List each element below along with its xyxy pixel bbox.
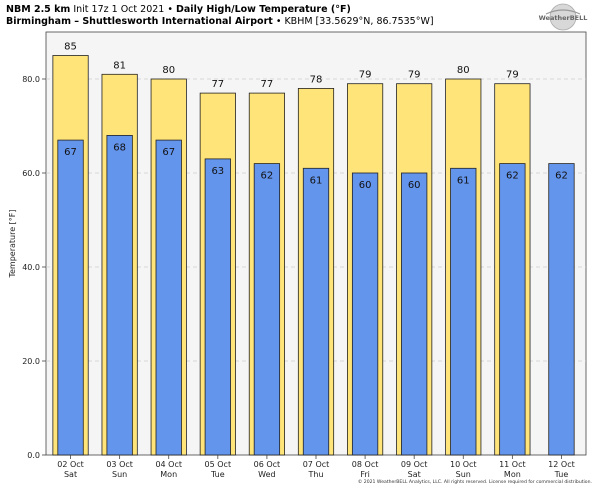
high-temp-label: 81 — [113, 60, 126, 71]
low-temp-label: 68 — [113, 142, 126, 153]
low-temp-label: 67 — [162, 147, 175, 158]
y-axis-ticks: 0.0 20.0 40.0 60.0 80.0 — [22, 75, 46, 460]
low-temp-label: 67 — [64, 147, 77, 158]
high-temp-label: 80 — [457, 65, 470, 76]
x-tick-day: Mon — [160, 470, 177, 479]
logo-text: WeatherBELL — [539, 14, 588, 22]
x-tick-date: 09 Oct — [401, 460, 428, 469]
x-tick-date: 02 Oct — [57, 460, 84, 469]
low-temp-label: 62 — [506, 171, 519, 182]
model-name: NBM 2.5 km — [6, 4, 71, 15]
low-temp-label: 62 — [555, 171, 568, 182]
high-temp-label: 80 — [162, 65, 175, 76]
x-tick-date: 04 Oct — [155, 460, 182, 469]
x-tick-date: 03 Oct — [106, 460, 133, 469]
low-temp-label: 61 — [457, 175, 470, 186]
station-info: • KBHM [33.5629°N, 86.7535°W] — [275, 16, 434, 27]
low-temp-bar — [450, 167, 477, 456]
low-temp-label: 61 — [310, 175, 323, 186]
station-name: Birmingham – Shuttlesworth International… — [6, 16, 273, 27]
low-temp-label: 60 — [359, 180, 372, 191]
high-temp-label: 79 — [506, 70, 519, 81]
high-temp-label: 79 — [408, 70, 421, 81]
copyright-footer: © 2021 WeatherBELL Analytics, LLC. All r… — [357, 480, 592, 485]
x-tick-day: Fri — [360, 470, 370, 479]
low-temp-label: 62 — [261, 171, 274, 182]
high-temp-label: 79 — [359, 70, 372, 81]
x-tick-day: Tue — [554, 470, 569, 479]
x-tick-day: Mon — [504, 470, 521, 479]
x-tick-day: Sat — [64, 470, 77, 479]
low-temp-bar — [401, 172, 428, 456]
chart-header-line2: Birmingham – Shuttlesworth International… — [6, 16, 434, 27]
chart-header-line1: NBM 2.5 km Init 17z 1 Oct 2021 • Daily H… — [6, 4, 351, 15]
low-temp-bar — [57, 139, 84, 456]
x-tick-date: 06 Oct — [254, 460, 281, 469]
low-temp-label: 63 — [211, 166, 224, 177]
x-tick-day: Tue — [210, 470, 225, 479]
y-tick-label: 0.0 — [27, 451, 40, 460]
bars: 85 67 81 68 80 67 77 63 77 62 78 61 79 60 79 60 80 61 79 62… — [52, 42, 575, 456]
x-tick-date: 11 Oct — [499, 460, 526, 469]
x-tick-day: Sat — [408, 470, 421, 479]
low-temp-bar — [155, 139, 182, 456]
x-tick-date: 10 Oct — [450, 460, 477, 469]
low-temp-bar — [548, 163, 575, 456]
y-tick-label: 40.0 — [22, 263, 40, 272]
x-tick-date: 05 Oct — [205, 460, 232, 469]
header-bullet: • — [167, 4, 173, 15]
x-tick-day: Sun — [456, 470, 471, 479]
y-tick-label: 80.0 — [22, 75, 40, 84]
x-tick-date: 12 Oct — [548, 460, 575, 469]
weatherbell-logo: WeatherBELL — [539, 3, 588, 31]
low-temp-bar — [106, 134, 133, 456]
x-tick-day: Thu — [307, 470, 323, 479]
x-tick-day: Sun — [112, 470, 127, 479]
y-tick-label: 20.0 — [22, 357, 40, 366]
low-temp-bar — [253, 163, 281, 456]
low-temp-bar — [351, 172, 379, 456]
y-tick-label: 60.0 — [22, 169, 40, 178]
y-axis-label: Temperature [°F] — [8, 209, 17, 278]
high-temp-label: 85 — [64, 42, 77, 53]
high-temp-label: 77 — [211, 79, 224, 90]
low-temp-bar — [499, 163, 526, 456]
low-temp-bar — [204, 158, 231, 456]
x-tick-day: Wed — [258, 470, 275, 479]
low-temp-label: 60 — [408, 180, 421, 191]
low-temp-bar — [302, 167, 330, 456]
x-tick-date: 07 Oct — [303, 460, 330, 469]
x-tick-date: 08 Oct — [352, 460, 379, 469]
chart-title: Daily High/Low Temperature (°F) — [176, 4, 351, 15]
high-temp-label: 77 — [261, 79, 274, 90]
init-time: Init 17z 1 Oct 2021 — [73, 4, 165, 15]
high-temp-label: 78 — [310, 74, 323, 85]
